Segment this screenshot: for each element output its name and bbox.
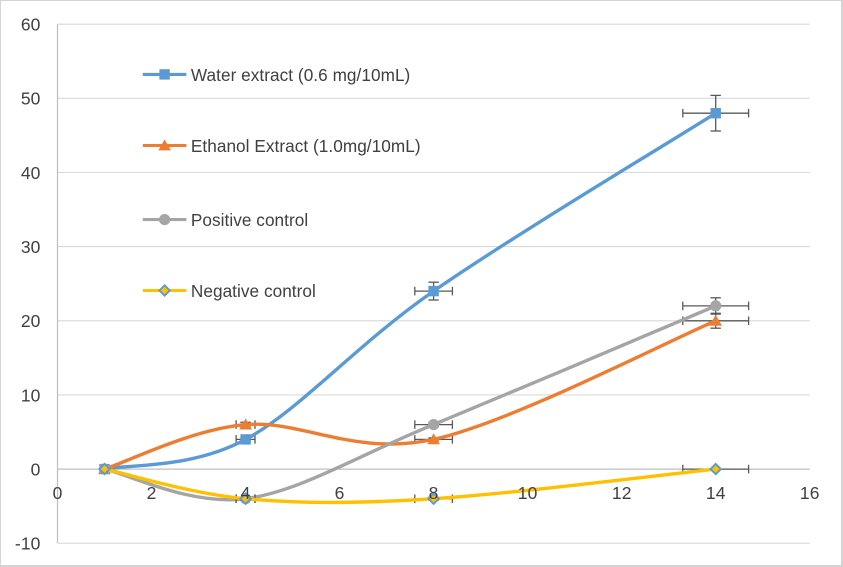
svg-text:2: 2 — [147, 483, 157, 503]
svg-text:10: 10 — [21, 385, 41, 405]
svg-text:8: 8 — [429, 483, 439, 503]
svg-text:Positive control: Positive control — [191, 210, 308, 230]
svg-text:6: 6 — [335, 483, 345, 503]
svg-text:0: 0 — [53, 483, 63, 503]
svg-text:Ethanol Extract (1.0mg/10mL): Ethanol Extract (1.0mg/10mL) — [191, 136, 421, 156]
svg-text:30: 30 — [21, 237, 41, 257]
svg-text:60: 60 — [21, 15, 41, 35]
svg-text:20: 20 — [21, 311, 41, 331]
svg-text:10: 10 — [518, 483, 538, 503]
svg-text:12: 12 — [612, 483, 632, 503]
svg-text:40: 40 — [21, 163, 41, 183]
svg-text:Negative control: Negative control — [191, 281, 316, 301]
svg-text:-10: -10 — [15, 534, 41, 554]
svg-text:16: 16 — [800, 483, 820, 503]
svg-text:50: 50 — [21, 89, 41, 109]
svg-text:14: 14 — [706, 483, 726, 503]
svg-text:4: 4 — [241, 483, 251, 503]
svg-text:0: 0 — [31, 459, 41, 479]
svg-text:Water extract (0.6 mg/10mL): Water extract (0.6 mg/10mL) — [191, 65, 410, 85]
